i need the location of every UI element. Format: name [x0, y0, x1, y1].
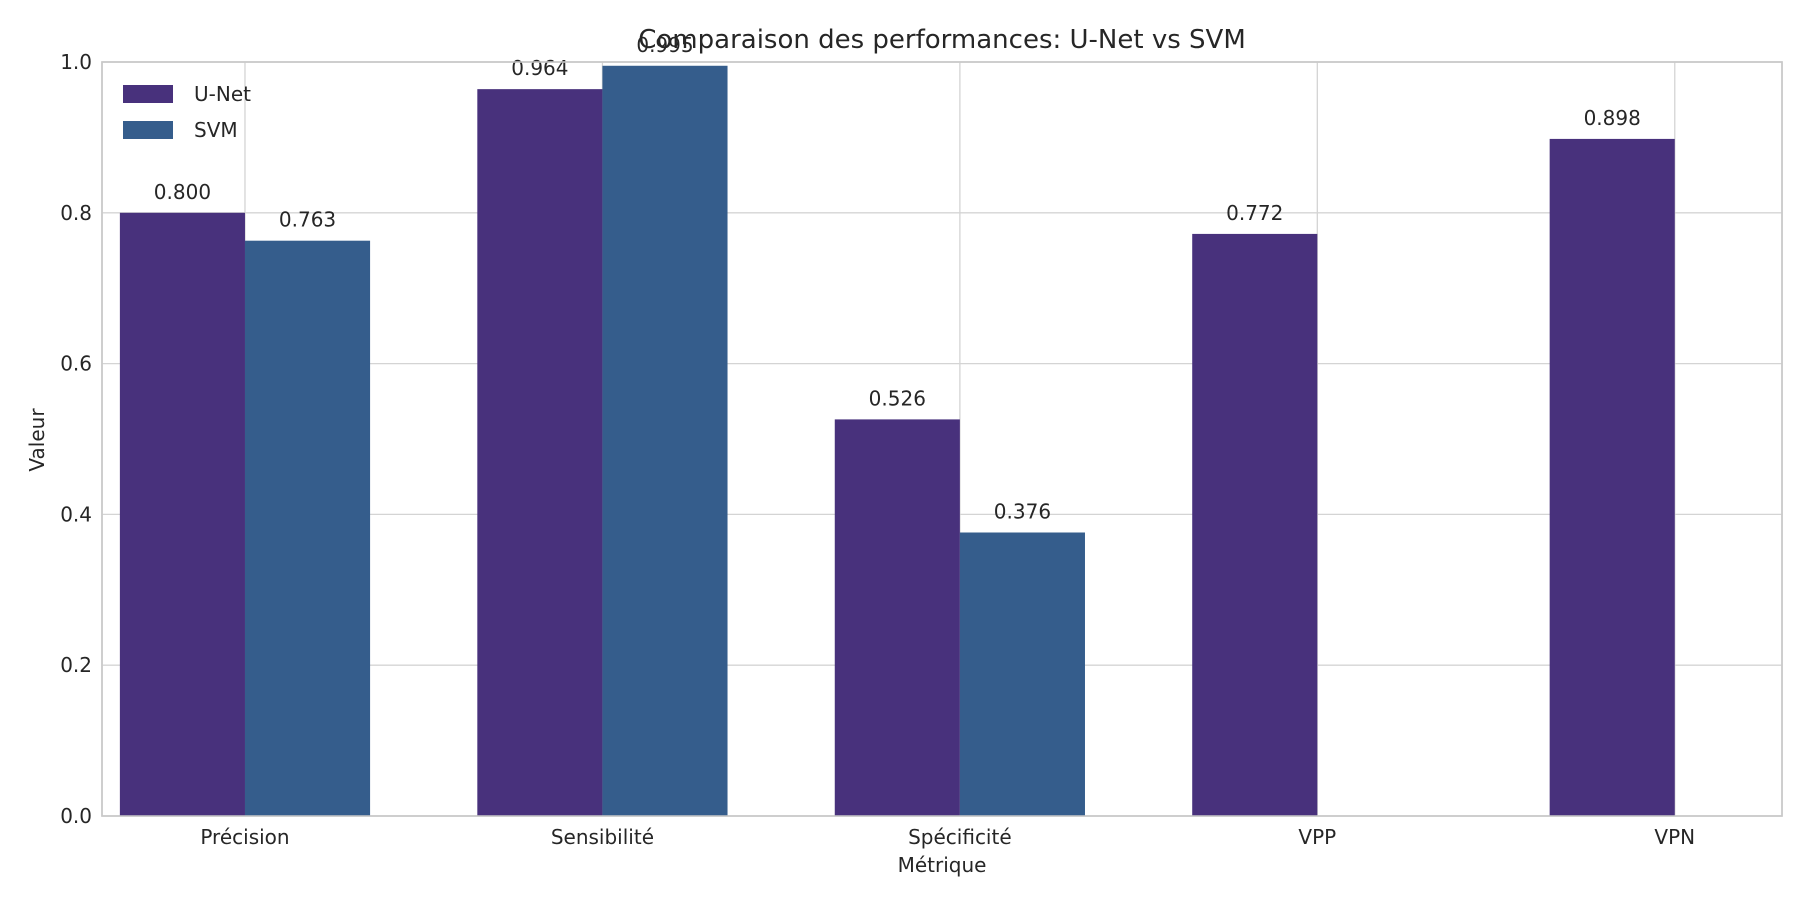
x-tick-label: VPP [1298, 825, 1336, 849]
legend-swatch [123, 85, 173, 103]
bar-u-net [834, 419, 960, 816]
legend-label: SVM [194, 118, 238, 142]
data-label: 0.800 [154, 180, 211, 204]
legend-label: U-Net [194, 82, 251, 106]
y-tick-label: 0.8 [60, 201, 92, 225]
bar-u-net [119, 212, 245, 817]
plot-area: 0.800 0.964 0.526 0.772 0.898 0.763 0.995 0.376 [101, 33, 1783, 817]
y-tick-label: 1.0 [60, 50, 92, 74]
y-tick-label: 0.0 [60, 804, 92, 828]
value-labels: 0.800 0.964 0.526 0.772 0.898 0.763 0.995 0.376 [154, 33, 1641, 524]
x-tick-label: Précision [200, 825, 289, 849]
y-tick-label: 0.4 [60, 502, 92, 526]
x-axis-label: Métrique [898, 853, 987, 877]
bar-svm [959, 532, 1085, 816]
x-axis-ticks: Précision Sensibilité Spécificité VPP VPN [200, 825, 1695, 849]
data-label: 0.376 [994, 499, 1051, 523]
data-label: 0.772 [1226, 201, 1283, 225]
y-axis-ticks: 0.0 0.2 0.4 0.6 0.8 1.0 [60, 50, 92, 828]
bar-u-net [477, 89, 603, 817]
data-label: 0.526 [869, 386, 926, 410]
data-label: 0.964 [511, 56, 568, 80]
y-tick-label: 0.6 [60, 352, 92, 376]
bar-u-net [1549, 138, 1675, 816]
data-label: 0.898 [1584, 106, 1641, 130]
bar-u-net [1192, 233, 1318, 817]
legend-swatch [123, 121, 173, 139]
legend: U-Net SVM [123, 82, 251, 142]
bar-svm [602, 65, 728, 816]
plot-border [101, 61, 1783, 817]
y-axis-label: Valeur [25, 408, 49, 472]
data-label: 0.995 [636, 33, 693, 57]
x-tick-label: VPN [1654, 825, 1695, 849]
data-label: 0.763 [279, 208, 336, 232]
y-tick-label: 0.2 [60, 653, 92, 677]
x-tick-label: Sensibilité [551, 825, 654, 849]
bar-svm [244, 240, 371, 816]
x-tick-label: Spécificité [908, 825, 1012, 849]
chart-title: Comparaison des performances: U-Net vs S… [638, 25, 1246, 55]
bars [119, 65, 1675, 817]
